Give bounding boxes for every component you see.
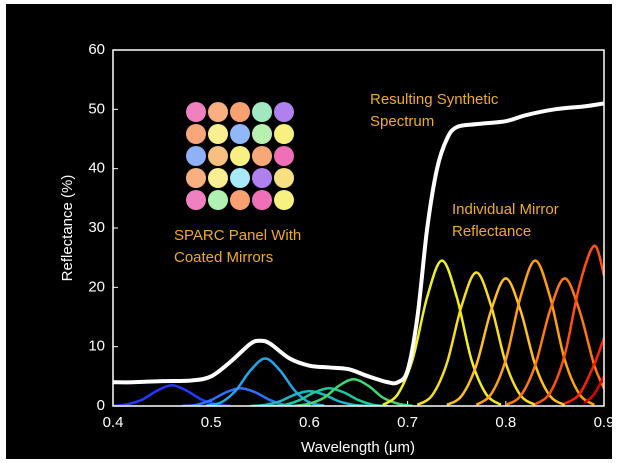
x-tick-label: 0.5	[201, 414, 222, 431]
x-tick-label: 0.7	[397, 414, 418, 431]
series-line	[270, 386, 389, 406]
annotation: Spectrum	[370, 113, 434, 130]
y-tick-label: 10	[88, 338, 105, 355]
series-line	[446, 277, 566, 406]
y-tick-label: 20	[88, 278, 105, 295]
series-line	[113, 101, 604, 386]
y-tick-label: 60	[88, 41, 105, 58]
series-line	[534, 244, 604, 406]
y-tick-label: 30	[88, 219, 105, 236]
annotation: Individual Mirror	[452, 201, 559, 218]
annotation: Reflectance	[452, 223, 531, 240]
series-line	[382, 259, 502, 406]
y-tick-label: 0	[97, 397, 105, 414]
series-line	[181, 386, 300, 406]
annotation: Coated Mirrors	[174, 249, 273, 266]
series-line	[583, 375, 604, 404]
series-line	[505, 277, 604, 406]
plot-lines	[113, 101, 604, 406]
x-tick-label: 0.9	[594, 414, 615, 431]
x-axis-label: Wavelength (μm)	[301, 439, 415, 456]
x-tick-label: 0.4	[103, 414, 124, 431]
x-tick-label: 0.6	[299, 414, 320, 431]
series-line	[416, 271, 536, 406]
y-tick-label: 40	[88, 160, 105, 177]
y-axis-label: Reflectance (%)	[59, 175, 76, 282]
series-line	[564, 337, 604, 405]
x-tick-label: 0.8	[495, 414, 516, 431]
series-line	[250, 389, 369, 406]
background	[6, 4, 612, 459]
annotation: Resulting Synthetic	[370, 91, 499, 108]
series-line	[294, 378, 413, 406]
series-line	[475, 259, 595, 406]
mirror-panel-icon	[186, 102, 294, 210]
series-line	[206, 357, 325, 406]
annotation: SPARC Panel With	[174, 227, 301, 244]
y-tick-label: 50	[88, 100, 105, 117]
series-line	[113, 383, 231, 406]
plot-frame	[112, 49, 605, 407]
